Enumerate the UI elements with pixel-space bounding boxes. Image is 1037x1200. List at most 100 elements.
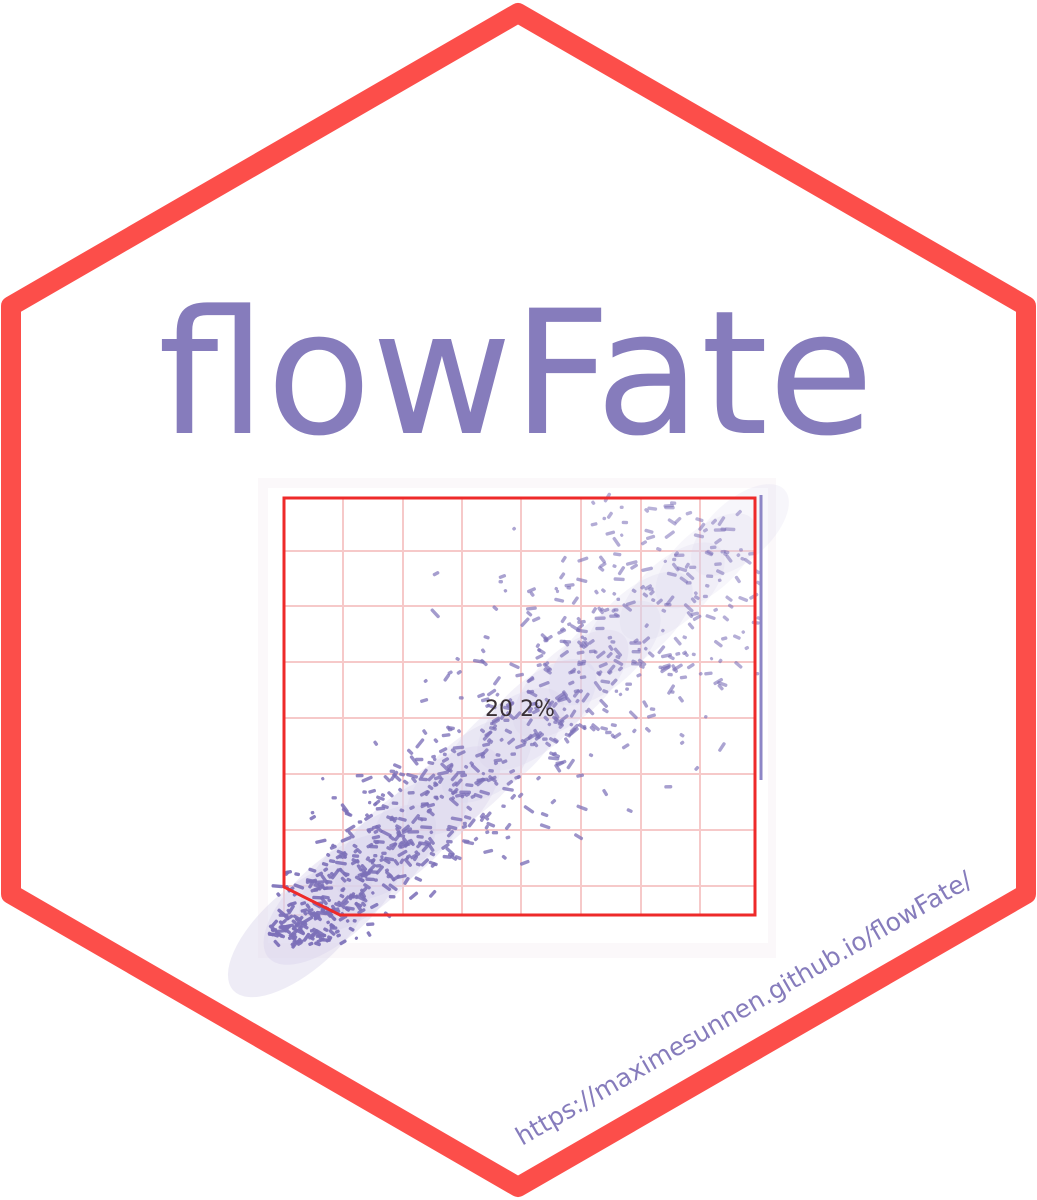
scatter-point xyxy=(412,855,419,862)
scatter-point xyxy=(705,614,716,620)
scatter-point xyxy=(383,775,391,783)
scatter-point xyxy=(555,589,560,594)
scatter-point xyxy=(352,918,357,923)
scatter-point xyxy=(349,893,359,900)
scatter-point xyxy=(294,872,300,877)
scatter-point xyxy=(559,639,572,644)
scatter-point xyxy=(684,562,690,569)
scatter-point xyxy=(388,883,398,892)
scatter-point xyxy=(601,588,606,593)
scatter-point xyxy=(447,824,458,831)
scatter-point xyxy=(345,824,356,833)
scatter-point xyxy=(483,848,494,854)
scatter-point xyxy=(580,635,585,639)
scatter-point xyxy=(693,533,705,539)
scatter-point xyxy=(574,833,584,841)
density-blob xyxy=(441,688,565,803)
scatter-point xyxy=(489,739,494,744)
scatter-point xyxy=(290,933,297,937)
scatter-point xyxy=(595,626,605,631)
scatter-point xyxy=(551,751,557,757)
scatter-point xyxy=(429,830,434,835)
scatter-point xyxy=(553,737,559,743)
scatter-point xyxy=(567,622,572,627)
scatter-point xyxy=(480,697,490,703)
scatter-point xyxy=(651,598,656,602)
scatter-point xyxy=(644,528,654,534)
scatter-point xyxy=(488,775,497,783)
scatter-point xyxy=(315,871,324,878)
scatter-point xyxy=(569,722,574,727)
scatter-point xyxy=(454,778,463,787)
scatter-point xyxy=(447,670,453,675)
scatter-point xyxy=(591,607,597,614)
scatter-point xyxy=(335,851,347,860)
scatter-point xyxy=(716,569,725,576)
scatter-point xyxy=(718,742,726,752)
scatter-point xyxy=(368,788,376,794)
scatter-point xyxy=(614,689,619,693)
scatter-point xyxy=(714,538,722,545)
scatter-point xyxy=(704,715,708,719)
scatter-point xyxy=(668,654,675,661)
scatter-point xyxy=(409,755,419,766)
scatter-point xyxy=(674,516,682,524)
scatter-point xyxy=(577,556,589,563)
scatter-point xyxy=(464,764,469,769)
scatter-point xyxy=(559,714,569,723)
scatter-point xyxy=(717,578,722,583)
scatter-point xyxy=(533,741,539,748)
scatter-point xyxy=(704,671,713,676)
scatter-point xyxy=(396,830,402,835)
scatter-point xyxy=(303,911,308,916)
scatter-point xyxy=(480,748,489,757)
scatter-point xyxy=(300,908,308,913)
density-blob xyxy=(691,484,789,576)
scatter-point xyxy=(607,635,613,640)
scatter-point xyxy=(711,518,717,525)
scatter-point xyxy=(613,647,623,657)
scatter-point xyxy=(388,894,396,899)
scatter-point xyxy=(427,784,434,791)
scatter-point xyxy=(743,557,752,565)
scatter-point xyxy=(347,830,355,839)
scatter-point xyxy=(575,698,580,704)
scatter-point xyxy=(706,574,714,579)
scatter-point xyxy=(340,803,349,813)
scatter-point xyxy=(622,603,633,612)
scatter-point xyxy=(616,597,621,602)
scatter-point xyxy=(411,814,420,824)
scatter-point xyxy=(433,782,438,788)
scatter-point xyxy=(373,853,378,858)
scatter-plot-image: 20 2% xyxy=(227,478,789,998)
scatter-point xyxy=(571,596,579,605)
scatter-point xyxy=(610,733,616,739)
scatter-point xyxy=(479,789,490,796)
scatter-point xyxy=(600,679,611,684)
scatter-point xyxy=(625,560,638,566)
scatter-point xyxy=(381,851,387,856)
scatter-point xyxy=(317,883,325,891)
scatter-point xyxy=(325,911,332,918)
scatter-point xyxy=(343,855,348,859)
scatter-point xyxy=(590,522,598,527)
scatter-point xyxy=(588,753,594,758)
scatter-point xyxy=(536,775,541,781)
scatter-point xyxy=(290,942,295,947)
scatter-point xyxy=(507,698,513,703)
scatter-point xyxy=(321,776,325,781)
scatter-point xyxy=(409,891,419,900)
scatter-point xyxy=(612,564,617,568)
scatter-point xyxy=(366,922,375,927)
scatter-point xyxy=(514,774,521,780)
scatter-point xyxy=(553,716,564,726)
scatter-point xyxy=(433,795,439,800)
scatter-point xyxy=(287,902,293,907)
scatter-point xyxy=(314,880,325,884)
scatter-point xyxy=(632,728,637,734)
scatter-point xyxy=(626,808,633,813)
scatter-point xyxy=(390,770,399,781)
scatter-point xyxy=(494,781,499,786)
scatter-point xyxy=(579,675,587,680)
scatter-point xyxy=(562,690,568,697)
